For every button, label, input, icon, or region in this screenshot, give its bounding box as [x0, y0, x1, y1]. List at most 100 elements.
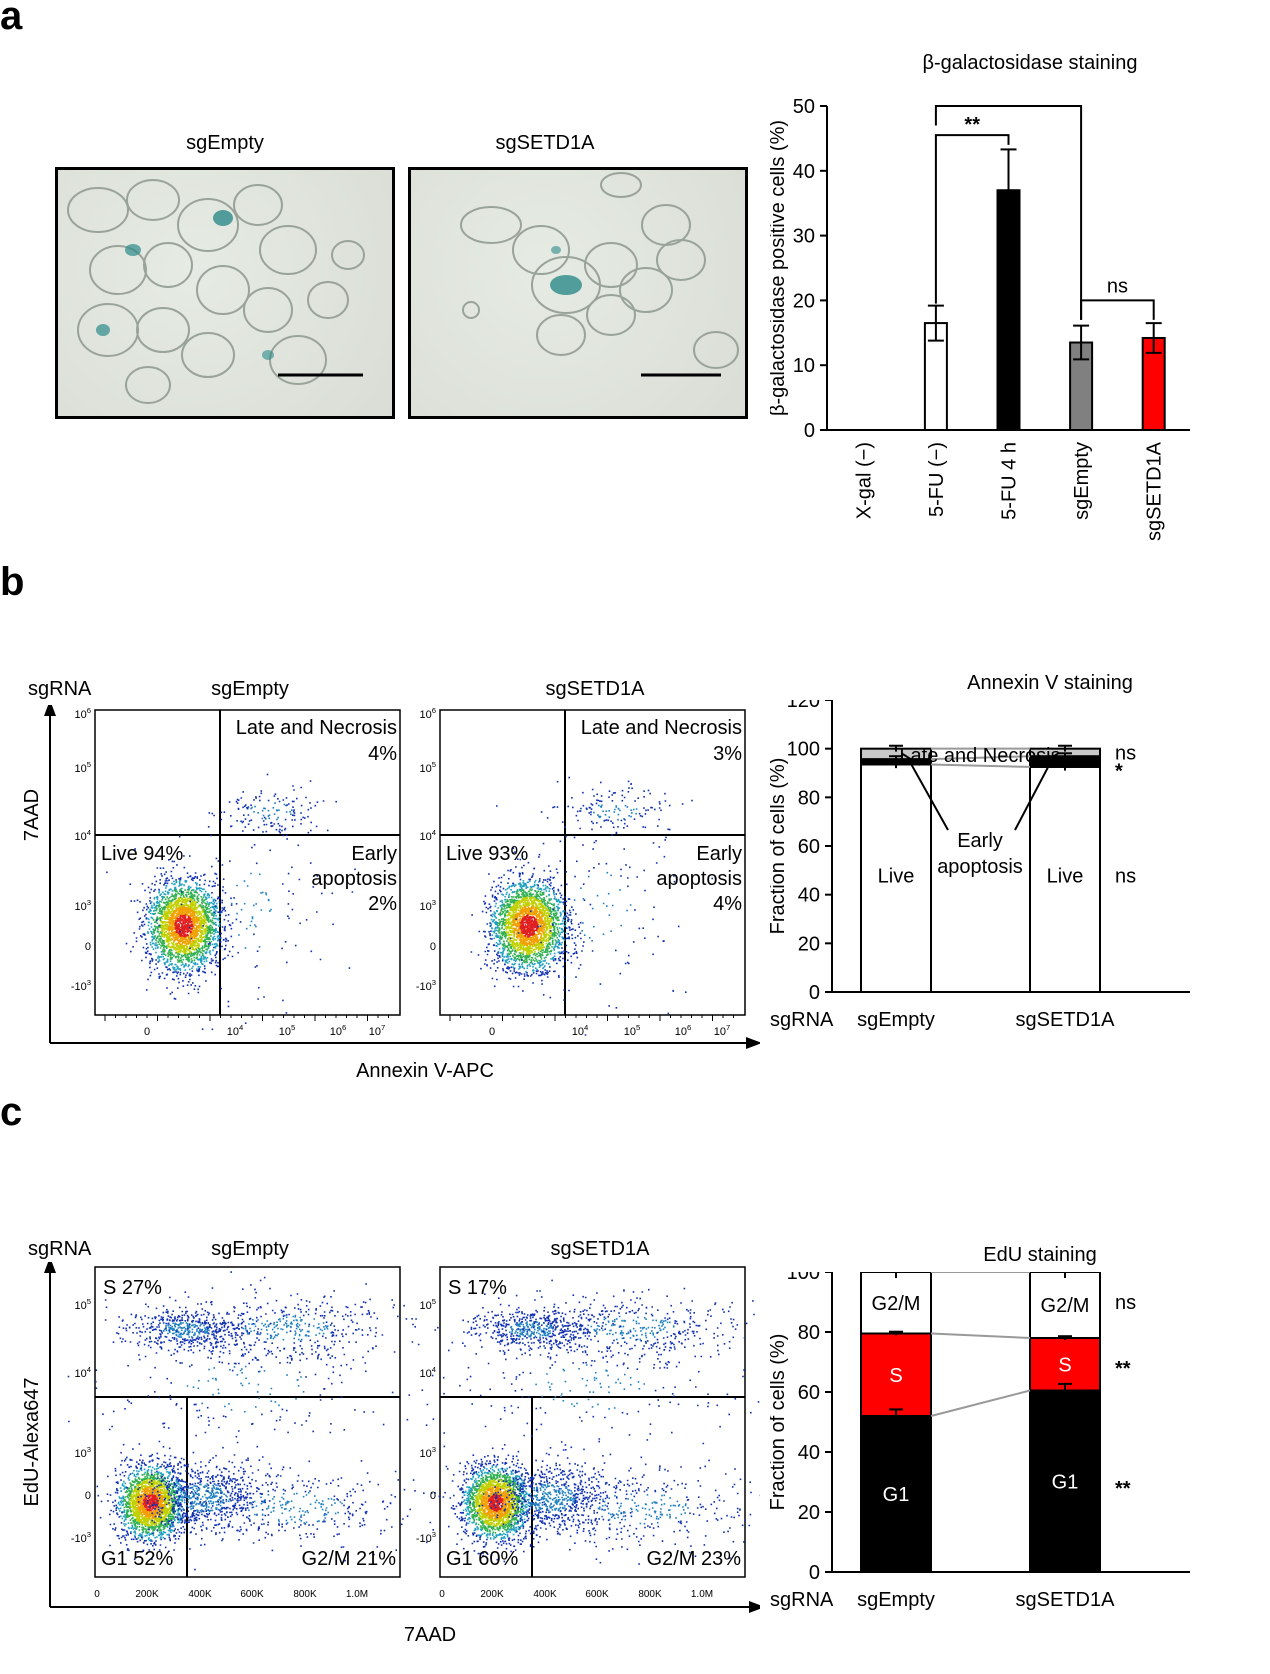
chart-c-xtick-label-0: sgEmpty	[857, 1589, 935, 1611]
flow-c-sgsetd1a-g2m-label: G2/M 23%	[647, 1548, 742, 1570]
chart-a-sig-label-2: ns	[1107, 275, 1128, 297]
chart-b-bar-0-0	[860, 763, 932, 993]
chart-c-sig-s: **	[1115, 1358, 1131, 1380]
micrograph-sgsetd1a	[408, 167, 748, 419]
chart-b-sig-live: ns	[1115, 866, 1136, 888]
flow-c-sgsetd1a-xtick-5: 1.0M	[691, 1589, 713, 1600]
chart-a-ytick-label-0: 0	[804, 420, 815, 442]
chart-a-xtick-label-3: sgEmpty	[1071, 442, 1093, 520]
chart-c-bar-0-2	[860, 1271, 932, 1335]
flow-b-sgsetd1a-frame	[439, 709, 746, 1016]
chart-a-ytick-label-1: 10	[793, 355, 815, 377]
flow-b-sgempty-xtick-1: 104	[227, 1023, 244, 1038]
flow-c-sgsetd1a-ytick-3: 0	[430, 1490, 436, 1502]
flow-c-x-axis-label: 7AAD	[404, 1624, 456, 1646]
flow-b-sgempty-xtick-0: 0	[144, 1026, 150, 1038]
flow-b-sgempty-ytick-5: -103	[71, 978, 91, 993]
chart-a-title: β-galactosidase staining	[922, 52, 1138, 74]
chart-b: 0 20 40 60 80 100 120 Fraction of cells (%) sgRN…	[767, 690, 1210, 1100]
chart-a-sig-bracket-1	[934, 105, 1083, 320]
panel-letter-b: b	[0, 560, 25, 604]
chart-a: 0 10 20 30 40 50 β-galactosidase positive cell…	[767, 81, 1210, 578]
flow-c-sgempty-events	[67, 1271, 525, 1571]
flow-c-sgsetd1a-ytick-2: 103	[419, 1445, 436, 1460]
micrograph-title-sgempty: sgEmpty	[186, 132, 264, 154]
flow-c-sgempty-ytick-4: -103	[71, 1530, 91, 1545]
chart-c-ylabel: Fraction of cells (%)	[770, 1334, 789, 1511]
flow-c-sgempty-g2m-label: G2/M 21%	[302, 1548, 397, 1570]
chart-a-xtick-label-4: sgSETD1A	[1144, 441, 1166, 541]
flow-c-sgsetd1a-ytick-4: -103	[416, 1530, 436, 1545]
chart-c-xlabel-prefix: sgRNA	[770, 1589, 834, 1611]
flow-c-sgempty-xtick-3: 600K	[240, 1589, 264, 1600]
flow-b-sgsetd1a-xtick-2: 105	[624, 1023, 641, 1038]
chart-c-sig-g1: **	[1115, 1478, 1131, 1500]
chart-b-ytick-label-0: 0	[809, 982, 820, 1004]
chart-c-seg-label-0-0: G1	[883, 1484, 910, 1506]
chart-c-connector-0	[930, 1389, 1031, 1417]
flow-b-sgempty-live-label: Live 94%	[101, 843, 183, 865]
micrograph-sgempty	[55, 167, 395, 419]
chart-a-sig-bracket-2	[1080, 299, 1155, 320]
chart-b-ytick-label-5: 100	[787, 739, 820, 761]
flow-b-sgempty-ytick-3: 103	[74, 898, 91, 913]
flow-b-y-axis-label: 7AAD	[21, 789, 43, 841]
flow-c-sgempty-ytick-0: 105	[74, 1297, 91, 1312]
flow-b-sgempty-xtick-3: 106	[330, 1023, 347, 1038]
flow-c-sgsetd1a-xtick-2: 400K	[533, 1589, 557, 1600]
flow-b-sgsetd1a-late-label: Late and Necrosis	[581, 717, 742, 739]
micrograph-title-sgsetd1a: sgSETD1A	[495, 132, 595, 154]
flow-c-sgsetd1a-xtick-0: 0	[439, 1589, 445, 1600]
flow-c-sgempty-ytick-1: 104	[74, 1365, 91, 1380]
chart-b-xlabel-prefix: sgRNA	[770, 1009, 834, 1031]
chart-b-connector-0	[930, 763, 1031, 768]
flow-b-sgsetd1a-xtick-0: 0	[489, 1026, 495, 1038]
chart-b-annot-early-2: apoptosis	[937, 856, 1023, 878]
flow-b-x-axis-label: Annexin V-APC	[356, 1060, 494, 1082]
chart-b-sig-early: *	[1115, 761, 1123, 783]
flow-c-sgsetd1a-xtick-3: 600K	[585, 1589, 609, 1600]
chart-c-ytick-label-0: 0	[809, 1562, 820, 1584]
chart-c-seg-label-0-1: S	[889, 1365, 902, 1387]
flow-b-sgsetd1a-ytick-0: 106	[419, 706, 436, 721]
flow-c-x-arrow-head	[749, 1601, 765, 1613]
flow-c-y-arrow-head	[44, 1257, 56, 1273]
flow-c-sgempty-xtick-1: 200K	[135, 1589, 159, 1600]
chart-b-ytick-label-4: 80	[798, 787, 820, 809]
flow-b-sgsetd1a-ytick-3: 103	[419, 898, 436, 913]
flow-c-sgempty-s-label: S 27%	[103, 1277, 162, 1299]
chart-a-ylabel: β-galactosidase positive cells (%)	[770, 120, 789, 416]
chart-b-annot-live-1: Live	[1047, 866, 1084, 888]
chart-b-annot-late: Late and Necrosis	[899, 745, 1060, 767]
chart-c-ytick-label-3: 60	[798, 1382, 820, 1404]
flow-b-sgempty-frame	[94, 709, 401, 1016]
flow-plots-c: EdU-Alexa647 7AAD S 27% G1 52% G2/M 21% 105 10…	[20, 1257, 827, 1662]
flow-c-y-axis-label: EdU-Alexa647	[21, 1378, 43, 1507]
chart-b-sig-late: ns	[1115, 742, 1136, 764]
chart-a-ytick-label-5: 50	[793, 98, 815, 118]
chart-b-xtick-label-1: sgSETD1A	[1016, 1009, 1116, 1031]
flow-b-sgsetd1a-ytick-2: 104	[419, 828, 436, 843]
row-label-sgrna-b: sgRNA	[28, 678, 92, 700]
flow-b-title-sgempty: sgEmpty	[211, 678, 289, 700]
flow-b-sgempty-early-label-2: apoptosis	[311, 868, 397, 890]
chart-c-ytick-label-4: 80	[798, 1322, 820, 1344]
chart-b-annot-late-leader-r	[1039, 752, 1059, 766]
chart-a-ytick-label-3: 30	[793, 226, 815, 248]
chart-b-ylabel: Fraction of cells (%)	[770, 758, 789, 935]
chart-a-ytick-label-4: 40	[793, 161, 815, 183]
chart-b-annot-late-leader-l	[901, 752, 921, 766]
flow-b-sgsetd1a-early-label-1: Early	[696, 843, 742, 865]
chart-a-xtick-label-0: X-gal (−)	[853, 442, 875, 519]
flow-b-sgsetd1a-xtick-1: 104	[572, 1023, 589, 1038]
flow-b-sgempty-early-label-1: Early	[351, 843, 397, 865]
chart-c-ytick-label-2: 40	[798, 1442, 820, 1464]
flow-b-sgempty-xtick-2: 105	[279, 1023, 296, 1038]
flow-c-sgsetd1a-xtick-1: 200K	[480, 1589, 504, 1600]
flow-c-sgsetd1a-ytick-1: 104	[419, 1365, 436, 1380]
chart-b-ytick-label-6: 120	[787, 700, 820, 712]
chart-b-annot-early-leader-l	[909, 761, 949, 831]
flow-b-sgsetd1a-xtick-3: 106	[675, 1023, 692, 1038]
chart-c-ytick-label-1: 20	[798, 1502, 820, 1524]
flow-c-title-sgsetd1a: sgSETD1A	[550, 1238, 650, 1260]
